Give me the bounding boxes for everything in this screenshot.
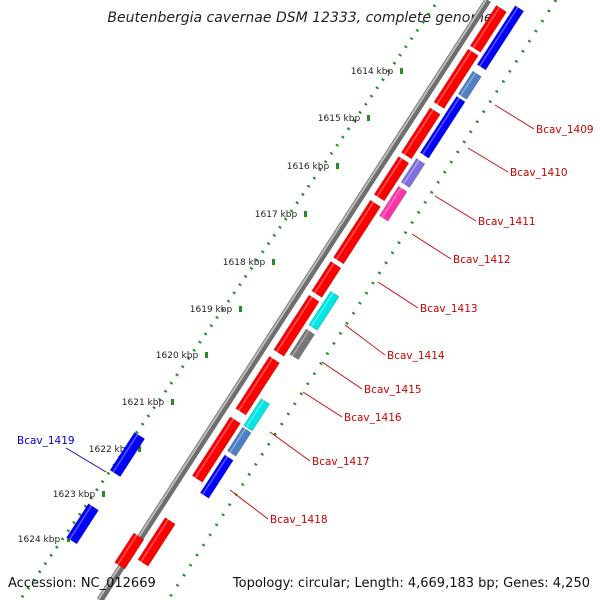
forward-gene-block[interactable]	[137, 517, 176, 567]
forward-gene-block[interactable]	[400, 107, 441, 160]
gene-leader-line	[411, 233, 452, 260]
kbp-tick-mark	[239, 306, 242, 312]
kbp-tick-label: 1620 kbp	[156, 351, 199, 361]
reverse-gene-block[interactable]	[243, 398, 270, 432]
kbp-tick-mark	[367, 115, 370, 121]
kbp-tick-label: 1618 kbp	[223, 258, 266, 268]
gene-leader-line	[377, 281, 419, 309]
gene-leader-line	[434, 195, 477, 222]
kbp-tick-label: 1619 kbp	[190, 305, 233, 315]
inner-tick-ring	[166, 0, 558, 600]
accession-text: Accession: NC_012669	[8, 576, 156, 591]
gene-label[interactable]: Bcav_1417	[312, 456, 370, 468]
forward-gene-block[interactable]	[273, 294, 320, 357]
kbp-tick-label: 1624 kbp	[18, 535, 61, 545]
gene-label[interactable]: Bcav_1409	[536, 124, 594, 136]
map-title: Beutenbergia cavernae DSM 12333, complet…	[107, 10, 492, 26]
gene-leader-line	[65, 447, 107, 473]
kbp-tick-label: 1621 kbp	[122, 398, 165, 408]
gene-leader-line	[269, 431, 311, 462]
gene-leader-line	[321, 361, 363, 390]
gene-label[interactable]: Bcav_1419	[17, 435, 75, 447]
outer-tick-ring	[18, 4, 437, 600]
genome-summary-text: Topology: circular; Length: 4,669,183 bp…	[232, 576, 590, 591]
gene-label[interactable]: Bcav_1416	[344, 412, 402, 424]
kbp-tick-label: 1614 kbp	[351, 67, 394, 77]
forward-gene-block[interactable]	[373, 156, 410, 202]
kbp-tick-mark	[102, 491, 105, 497]
gene-leader-line	[302, 391, 343, 418]
kbp-tick-mark	[138, 446, 141, 452]
kbp-tick-label: 1615 kbp	[318, 114, 361, 124]
reverse-gene-block[interactable]	[289, 328, 316, 361]
gene-leader-line	[229, 489, 269, 520]
reverse-gene-block[interactable]	[476, 5, 525, 71]
reverse-gene-block[interactable]	[457, 70, 482, 100]
kbp-tick-label: 1622 kbp	[89, 445, 132, 455]
kbp-tick-mark	[67, 536, 70, 542]
reverse-gene-block[interactable]	[227, 426, 252, 457]
gene-label[interactable]: Bcav_1415	[364, 384, 422, 396]
gene-leader-line	[467, 147, 509, 173]
forward-gene-block[interactable]	[235, 356, 280, 416]
forward-gene-block-outer[interactable]	[114, 532, 145, 570]
kbp-tick-mark	[400, 68, 403, 74]
reverse-gene-block-outer[interactable]	[109, 431, 146, 478]
forward-gene-block[interactable]	[311, 261, 342, 298]
reverse-gene-block[interactable]	[419, 95, 466, 159]
forward-gene-block[interactable]	[333, 199, 381, 265]
kbp-tick-label: 1623 kbp	[53, 490, 96, 500]
reverse-gene-block[interactable]	[199, 454, 234, 499]
reverse-gene-block-outer[interactable]	[66, 503, 99, 545]
gene-label[interactable]: Bcav_1418	[270, 514, 328, 526]
reverse-gene-block[interactable]	[400, 158, 426, 188]
forward-gene-block[interactable]	[469, 5, 507, 53]
kbp-tick-mark	[205, 352, 208, 358]
gene-leader-line	[494, 104, 535, 130]
kbp-tick-mark	[304, 211, 307, 217]
kbp-tick-mark	[171, 399, 174, 405]
kbp-tick-label: 1616 kbp	[287, 162, 330, 172]
gene-leader-line	[344, 324, 386, 356]
genome-backbone	[97, 0, 491, 600]
kbp-tick-mark	[336, 163, 339, 169]
kbp-tick-mark	[272, 259, 275, 265]
gene-label[interactable]: Bcav_1413	[420, 303, 478, 315]
reverse-gene-block[interactable]	[308, 290, 340, 331]
gene-label[interactable]: Bcav_1414	[387, 350, 445, 362]
gene-label[interactable]: Bcav_1412	[453, 254, 511, 266]
gene-label[interactable]: Bcav_1410	[510, 167, 568, 179]
reverse-gene-block[interactable]	[379, 185, 408, 222]
forward-gene-block[interactable]	[191, 416, 241, 483]
forward-gene-block[interactable]	[433, 48, 479, 109]
gene-label[interactable]: Bcav_1411	[478, 216, 536, 228]
kbp-tick-label: 1617 kbp	[255, 210, 298, 220]
